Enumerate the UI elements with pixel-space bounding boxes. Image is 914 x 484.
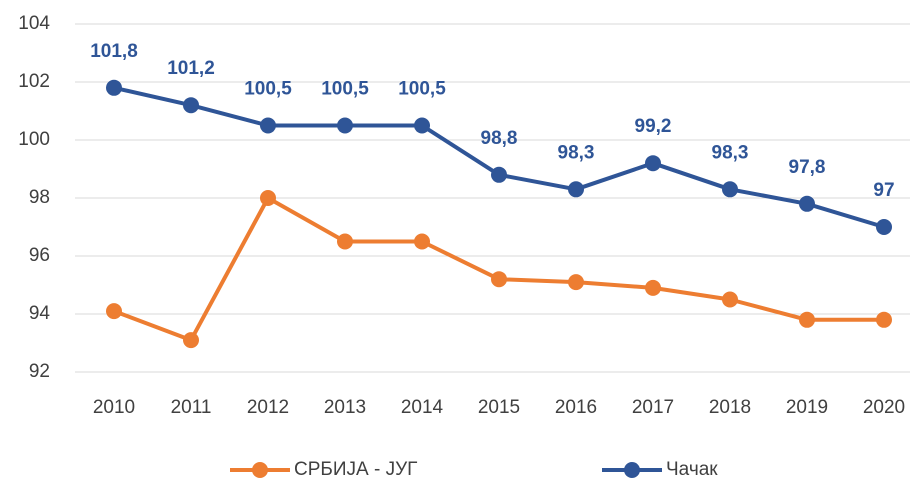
data-label: 101,2 (167, 58, 215, 79)
point (260, 190, 276, 206)
point (106, 303, 122, 320)
point (106, 79, 122, 96)
data-label: 98,8 (481, 128, 518, 149)
x-tick-label: 2012 (247, 397, 289, 418)
point (183, 97, 199, 114)
point (260, 117, 276, 134)
point (491, 166, 507, 183)
y-tick-label: 92 (29, 361, 50, 382)
point (568, 181, 584, 198)
data-label: 98,3 (712, 142, 749, 163)
series-line (113, 85, 885, 229)
data-label: 100,5 (321, 79, 369, 100)
data-label: 97,8 (789, 157, 826, 178)
point (491, 271, 507, 288)
point (799, 195, 815, 212)
point (337, 233, 353, 250)
point (645, 279, 661, 296)
x-tick-label: 2019 (786, 397, 828, 418)
data-label: 100,5 (398, 79, 446, 100)
data-label: 99,2 (635, 116, 672, 137)
point (183, 332, 199, 349)
point (414, 117, 430, 134)
x-tick-label: 2017 (632, 397, 674, 418)
point (645, 155, 661, 172)
x-tick-label: 2013 (324, 397, 366, 418)
legend-marker (252, 462, 268, 478)
point (799, 311, 815, 328)
y-tick-label: 104 (18, 13, 50, 34)
legend-marker (624, 462, 640, 478)
y-tick-label: 96 (29, 245, 50, 266)
y-tick-label: 98 (29, 187, 50, 208)
x-tick-label: 2010 (93, 397, 135, 418)
point (876, 219, 892, 235)
legend-label: Чачак (666, 459, 718, 480)
point (876, 311, 892, 328)
x-tick-label: 2020 (863, 397, 905, 418)
data-label: 97 (873, 180, 894, 201)
point (722, 181, 738, 198)
legend-label: СРБИЈА - ЈУГ (294, 459, 417, 480)
data-label: 98,3 (558, 142, 595, 163)
x-tick-label: 2015 (478, 397, 520, 418)
point (414, 233, 430, 250)
point (568, 274, 584, 291)
x-tick-label: 2014 (401, 397, 444, 418)
series-line (113, 196, 884, 343)
y-tick-label: 100 (18, 129, 50, 150)
x-tick-label: 2016 (555, 397, 597, 418)
data-label: 101,8 (90, 41, 138, 62)
x-tick-label: 2011 (171, 397, 212, 418)
y-tick-label: 94 (29, 303, 51, 324)
point (722, 291, 738, 308)
x-tick-label: 2018 (709, 397, 751, 418)
y-tick-label: 102 (18, 71, 50, 92)
point (337, 117, 353, 134)
data-label: 100,5 (244, 79, 292, 100)
